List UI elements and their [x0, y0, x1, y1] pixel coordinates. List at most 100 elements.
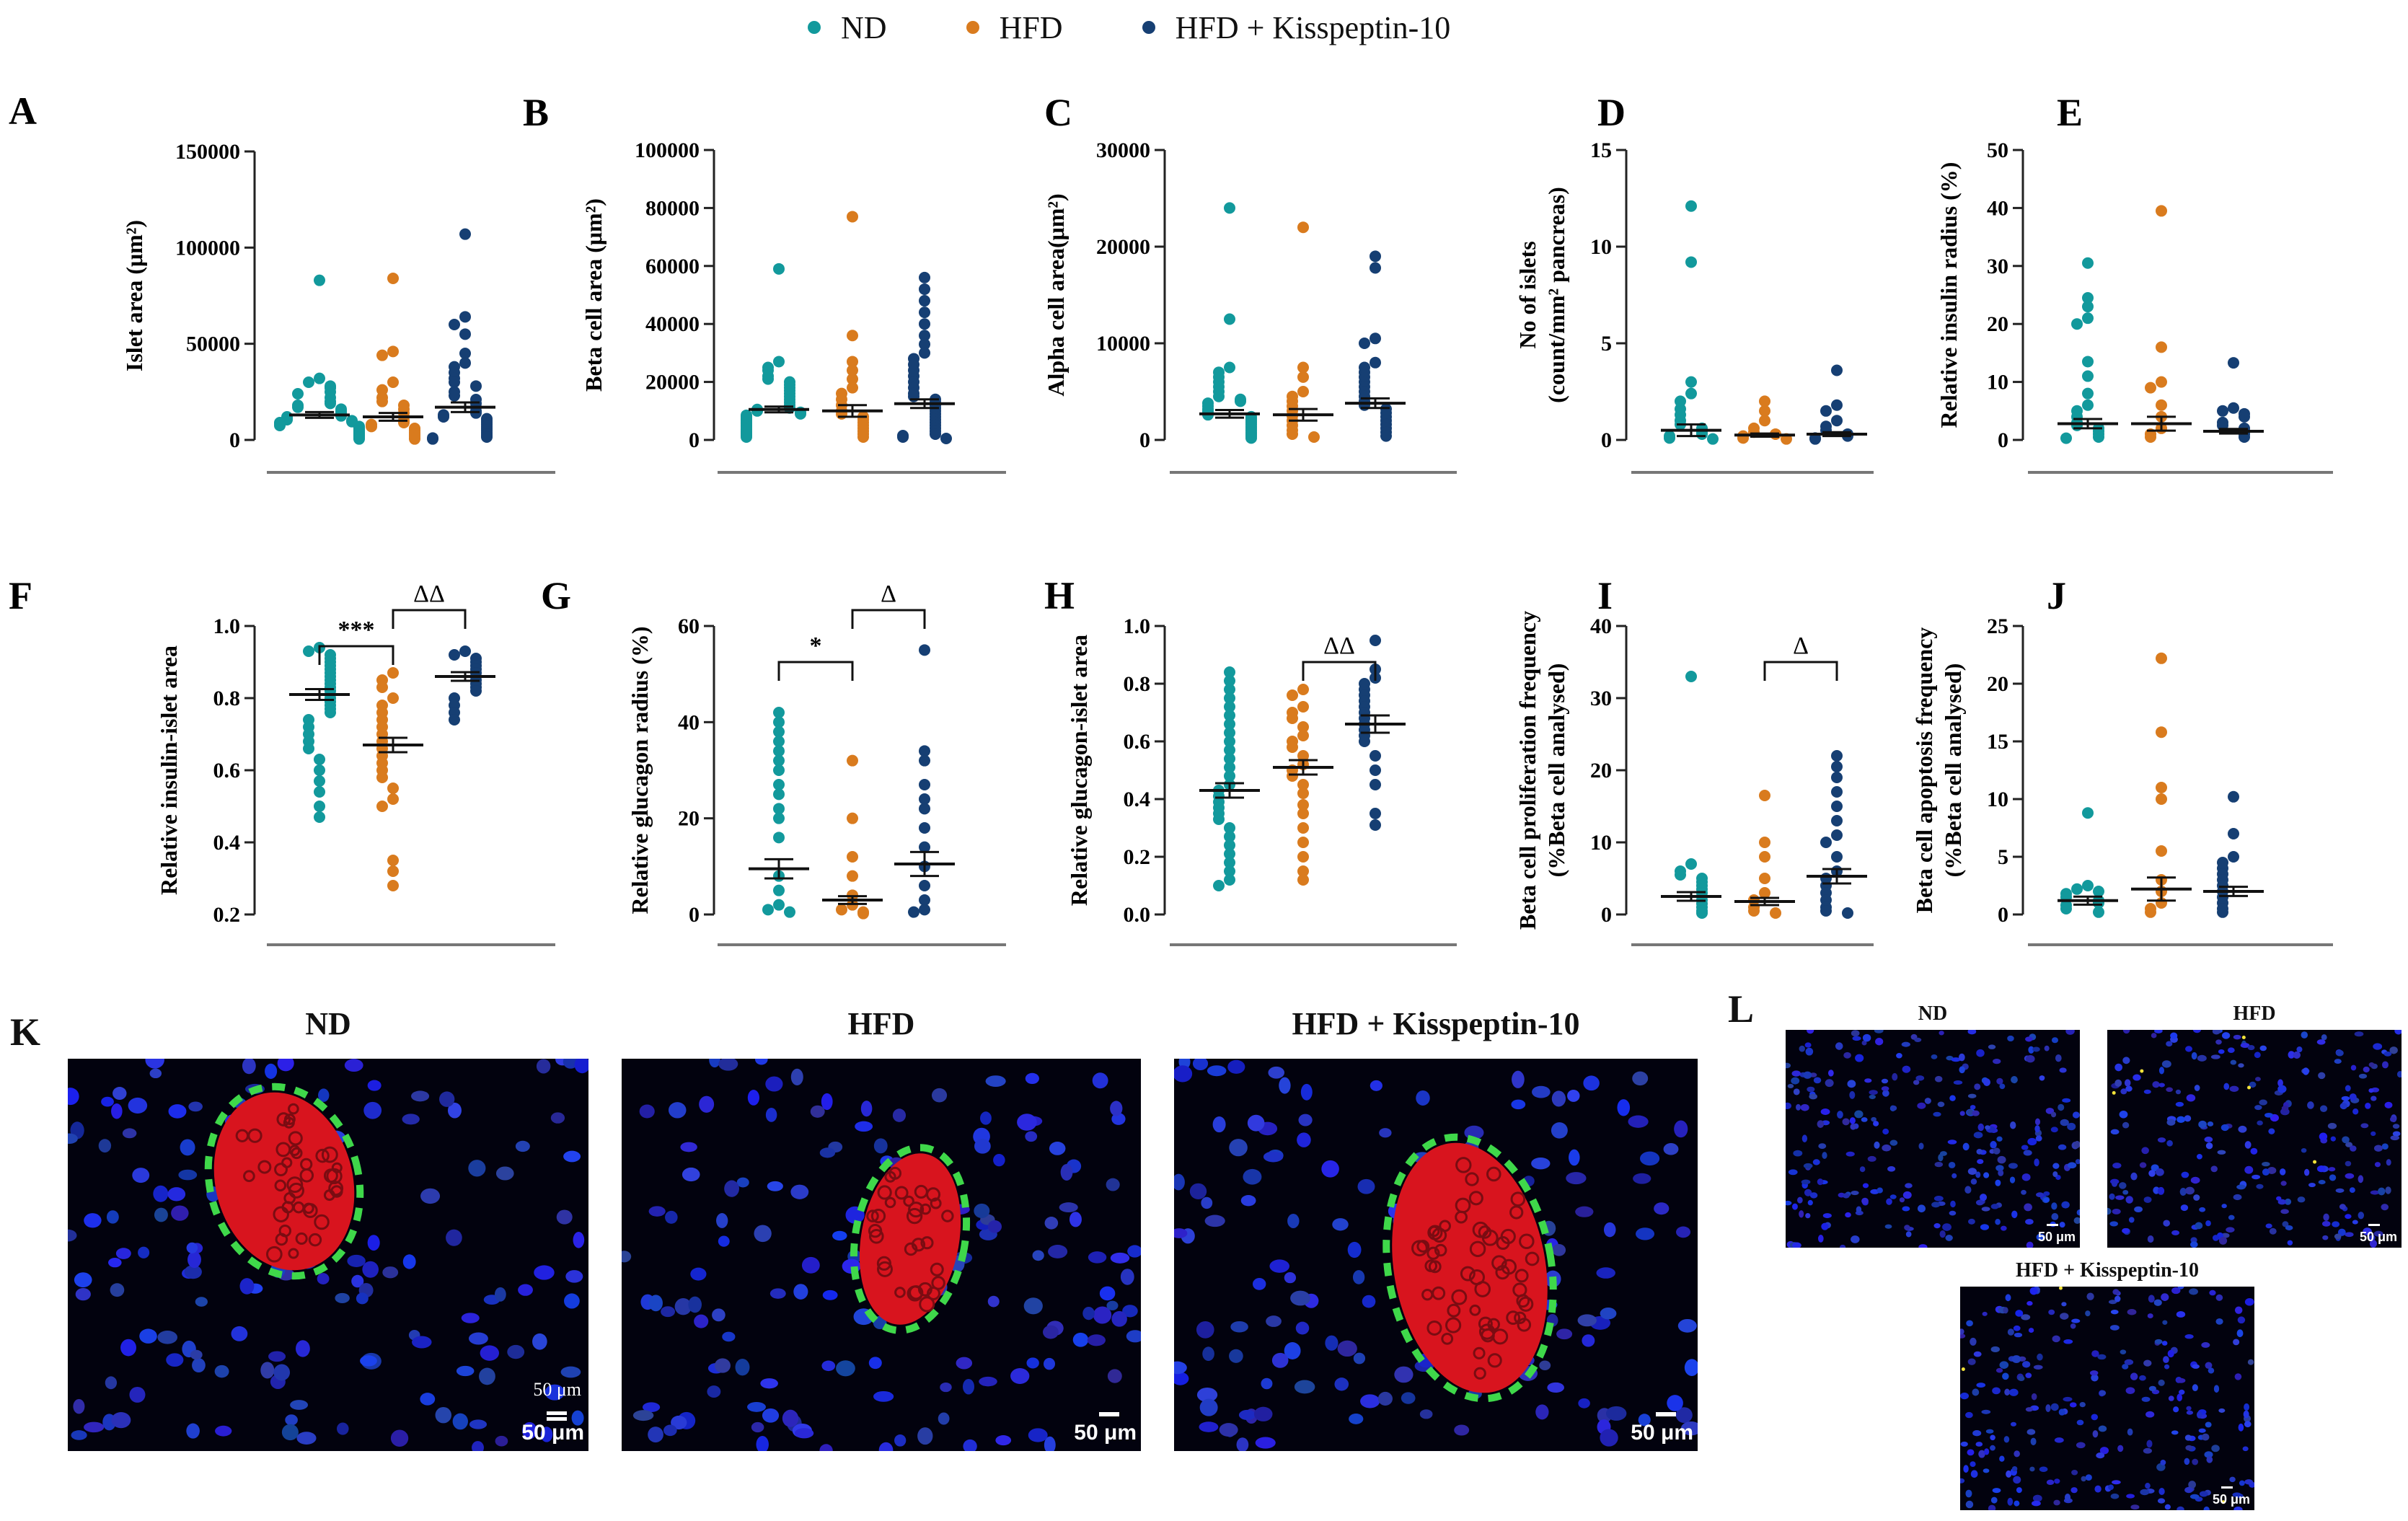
- y-tick-label: 0.0: [1124, 903, 1151, 927]
- nucleus: [1569, 1149, 1580, 1166]
- y-axis-label: Beta cell proliferation frequency (%Beta …: [1514, 611, 1569, 930]
- data-point-nd: [784, 906, 795, 918]
- nucleus: [2341, 1095, 2350, 1101]
- data-point-hfd: [1759, 887, 1770, 899]
- data-point-hfd: [1297, 684, 1309, 695]
- beta-cell: [1447, 1303, 1461, 1318]
- nucleus: [1632, 1071, 1649, 1086]
- nucleus: [1982, 1311, 1988, 1316]
- nucleus: [2207, 1121, 2214, 1127]
- nucleus: [699, 1095, 715, 1113]
- data-point-hfd: [1287, 770, 1298, 782]
- nucleus: [2109, 1325, 2120, 1331]
- nucleus: [2184, 1458, 2190, 1465]
- nucleus: [2008, 1388, 2019, 1396]
- nucleus: [1674, 1120, 1688, 1138]
- micrograph-l-kp-stain: [1960, 1287, 2254, 1510]
- nucleus: [1454, 1424, 1470, 1436]
- data-point-kp: [481, 431, 493, 443]
- nucleus: [2148, 1295, 2155, 1303]
- nucleus: [2018, 1375, 2025, 1382]
- y-tick-label: 0.4: [1124, 788, 1151, 811]
- nucleus: [336, 1422, 349, 1435]
- data-point-hfd: [387, 782, 399, 794]
- nucleus: [2297, 1196, 2306, 1203]
- nucleus: [1111, 1113, 1126, 1125]
- nucleus: [1931, 1202, 1941, 1208]
- nucleus: [2094, 1485, 2102, 1493]
- y-tick-label: 40: [1987, 196, 2008, 220]
- nucleus: [2262, 1161, 2270, 1167]
- nucleus: [1394, 1366, 1414, 1383]
- nucleus: [1107, 1369, 1122, 1383]
- nucleus: [1999, 1455, 2005, 1462]
- data-point-hfd: [836, 904, 847, 916]
- y-tick-label: 60000: [645, 255, 700, 278]
- nucleus: [2175, 1101, 2184, 1107]
- data-point-nd: [1224, 692, 1235, 704]
- nucleus: [2318, 1072, 2326, 1080]
- nucleus: [71, 1430, 87, 1440]
- nucleus: [435, 1406, 452, 1424]
- nucleus: [1060, 1164, 1073, 1181]
- nucleus: [195, 1297, 208, 1307]
- data-point-hfd: [1297, 799, 1309, 811]
- data-point-hfd: [847, 356, 858, 368]
- nucleus: [1855, 1054, 1864, 1062]
- scale-bar: [2047, 1224, 2058, 1226]
- nucleus: [2071, 1470, 2078, 1476]
- nucleus: [186, 1423, 200, 1439]
- data-point-kp: [1370, 764, 1381, 776]
- nucleus: [1575, 1206, 1594, 1217]
- nucleus: [168, 1104, 187, 1119]
- nucleus: [1939, 1151, 1947, 1156]
- beta-cell: [321, 1146, 338, 1163]
- nucleus: [2186, 1410, 2194, 1415]
- nucleus: [2008, 1163, 2018, 1169]
- nucleus: [2345, 1232, 2354, 1238]
- nucleus: [574, 1059, 588, 1074]
- data-point-nd: [1224, 718, 1235, 730]
- panel-letter: D: [1597, 91, 1626, 134]
- nucleus: [1804, 1189, 1812, 1196]
- nucleus: [360, 1355, 377, 1367]
- data-point-hfd: [847, 373, 858, 385]
- nucleus: [2099, 1447, 2109, 1455]
- nucleus: [2215, 1294, 2223, 1301]
- y-tick-label: 0.2: [1124, 845, 1151, 869]
- nucleus: [2147, 1235, 2154, 1243]
- beta-cell: [273, 1206, 289, 1222]
- nucleus: [2112, 1289, 2120, 1295]
- nucleus: [1933, 1111, 1941, 1117]
- significance-bracket: [777, 661, 854, 681]
- nucleus: [2217, 1150, 2226, 1155]
- data-point-kp: [919, 745, 930, 757]
- nucleus: [1284, 1342, 1301, 1359]
- nucleus: [680, 1142, 697, 1152]
- nucleus: [736, 1177, 749, 1188]
- nucleus: [2358, 1175, 2364, 1183]
- nucleus: [1839, 1244, 1846, 1248]
- nucleus: [663, 1424, 677, 1437]
- nucleus: [2166, 1119, 2176, 1126]
- nucleus: [1939, 1230, 1946, 1238]
- nucleus: [2345, 1214, 2352, 1220]
- nucleus: [1958, 1053, 1965, 1062]
- nucleus: [1995, 1218, 2001, 1225]
- data-point-nd: [2082, 399, 2094, 411]
- nucleus: [1924, 1098, 1931, 1104]
- data-point-hfd: [1297, 837, 1309, 848]
- beta-cell: [288, 1145, 301, 1157]
- nucleus: [1596, 1267, 1615, 1279]
- nucleus: [2127, 1308, 2137, 1315]
- nucleus: [1837, 1111, 1843, 1119]
- nucleus: [1087, 1334, 1106, 1346]
- nucleus: [2244, 1297, 2254, 1306]
- nucleus: [2006, 1470, 2012, 1478]
- nucleus: [821, 1093, 833, 1111]
- beta-cell: [1426, 1246, 1440, 1260]
- nucleus: [2204, 1451, 2213, 1458]
- nucleus: [2058, 1408, 2065, 1416]
- nucleus: [1965, 1489, 1972, 1498]
- nucleus: [1268, 1066, 1285, 1079]
